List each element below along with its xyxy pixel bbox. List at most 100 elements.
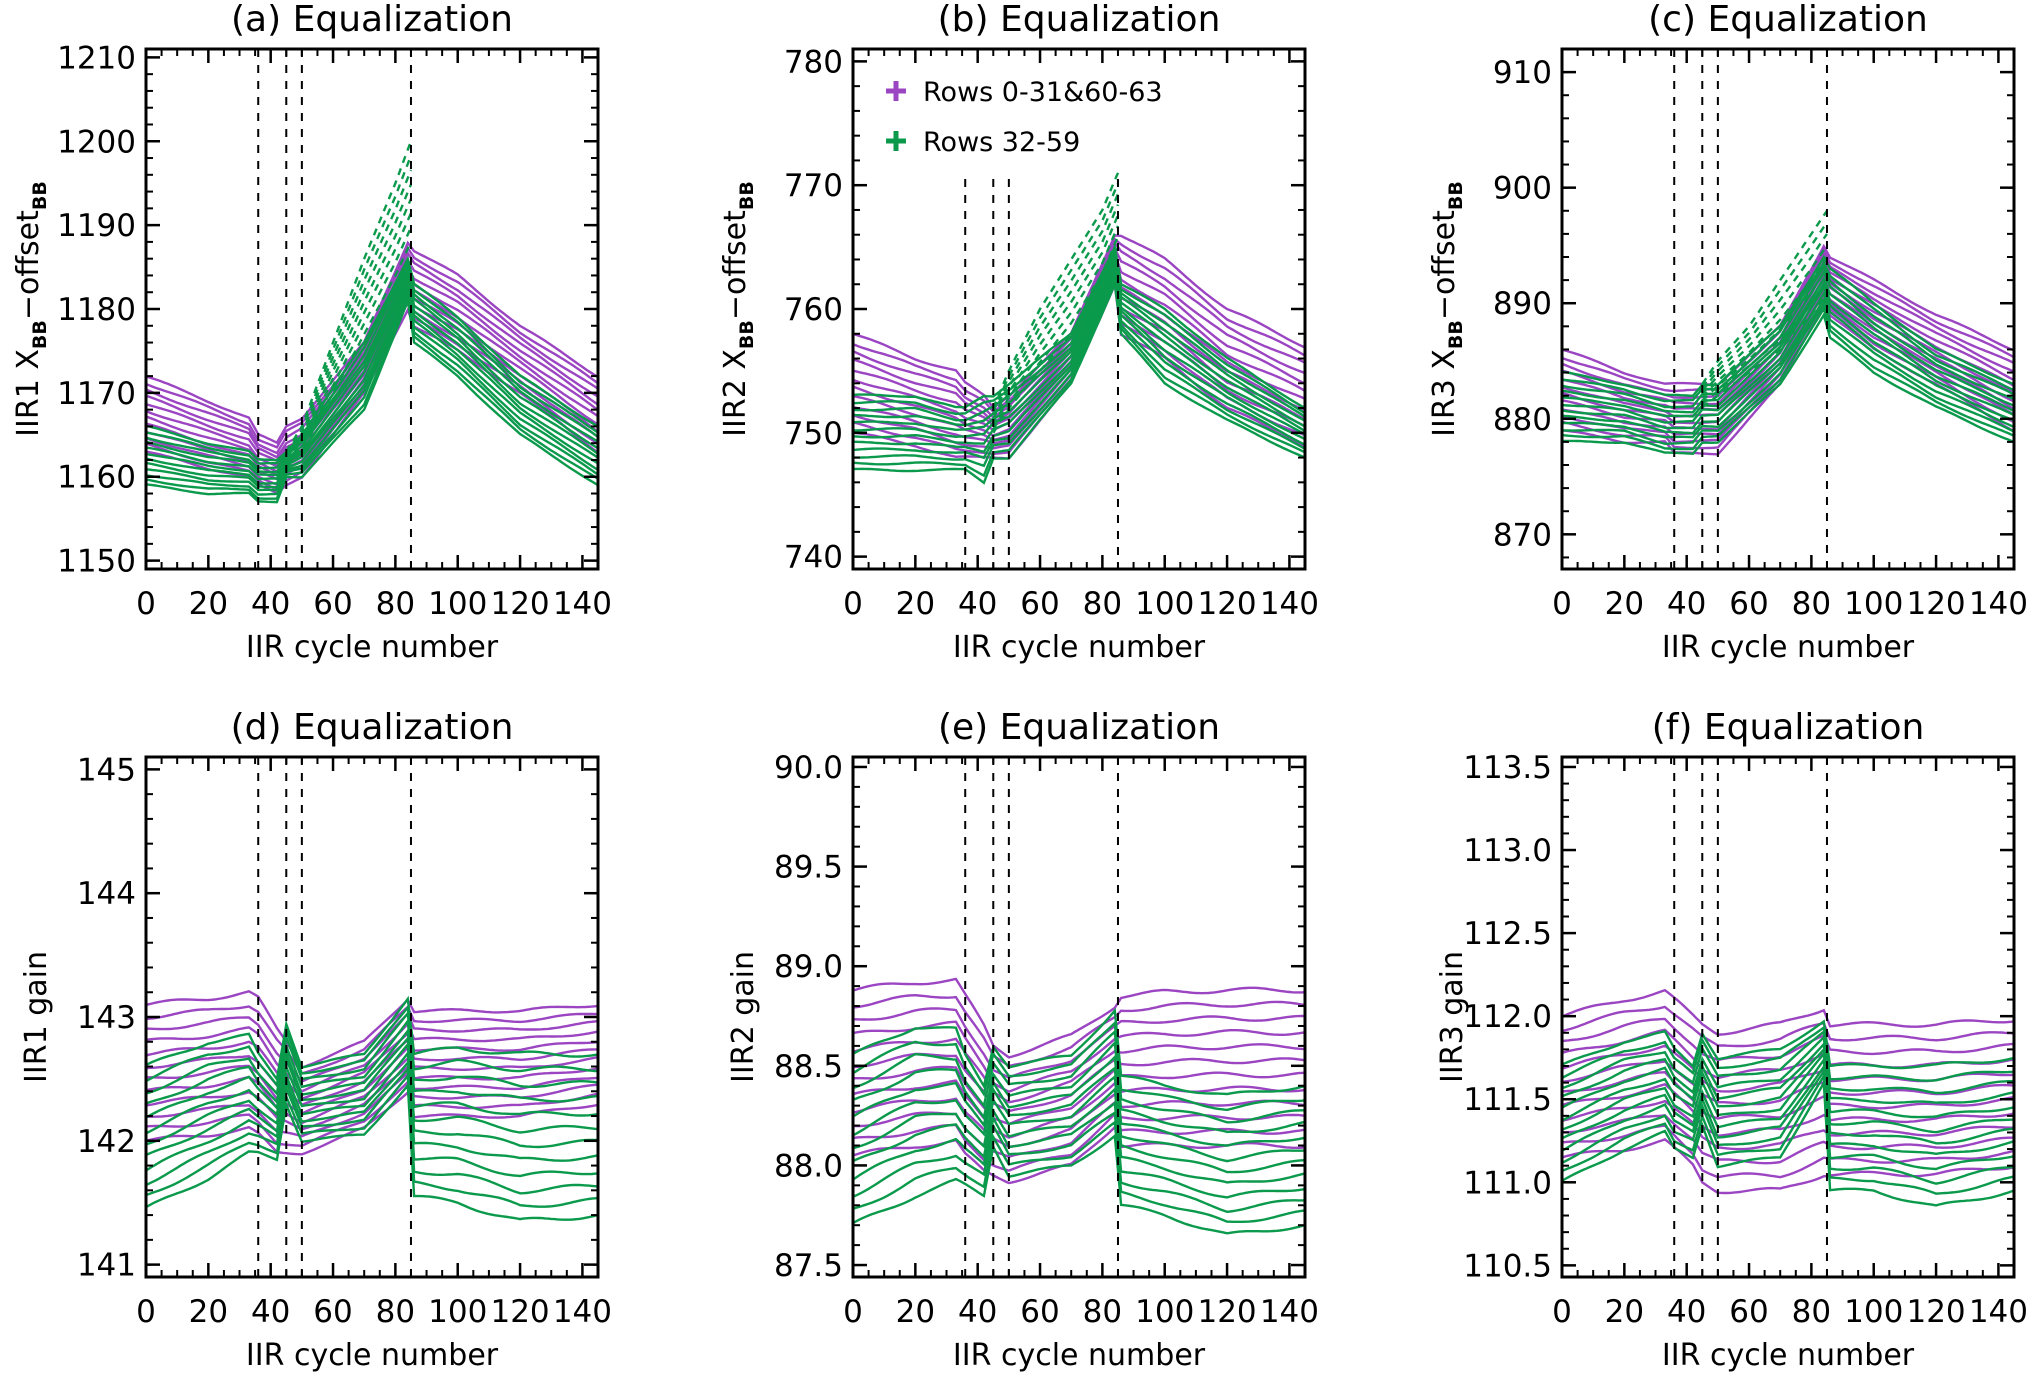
- series-line-green: [1562, 1050, 2014, 1145]
- x-tick-label: 20: [896, 586, 935, 622]
- y-tick-label: 111.5: [1463, 1082, 1552, 1118]
- series-line-purple: [853, 1100, 1305, 1158]
- series-line-purple: [146, 990, 598, 1070]
- series-line-green: [853, 1074, 1305, 1174]
- x-tick-label: 120: [490, 1294, 549, 1330]
- plot-frame: [144, 47, 600, 571]
- series-line-green: [1562, 301, 2014, 446]
- series-line-green: [1562, 297, 2014, 439]
- plot-frame: [1560, 755, 2016, 1279]
- x-tick-label: 60: [1020, 1294, 1059, 1330]
- panel-e: (e) Equalization 0 20 40 60 80 100 120 140 87.5 88…: [726, 707, 1319, 1373]
- series-line-green: [1562, 290, 2014, 435]
- y-axis-label-text: −offset: [1427, 210, 1462, 320]
- panel-f: (f) Equalization 0 20 40 60 80 100 120 140 110.5 1…: [1435, 707, 2028, 1373]
- series-line-green: [1562, 312, 2014, 456]
- series-line-green-dashed: [992, 182, 1120, 413]
- series-line-green: [1562, 1046, 2014, 1134]
- panel-c: (c) Equalization 0 20 40 60 80 100 120 140 870 880…: [1427, 0, 2028, 665]
- legend-plus-marker-icon: [886, 81, 906, 101]
- panel-title: (d) Equalization: [231, 707, 514, 748]
- series-line-green: [146, 281, 598, 489]
- series-line-purple: [146, 1090, 598, 1156]
- legend-plus-marker-icon: [886, 131, 906, 151]
- y-tick-label: 760: [784, 292, 843, 328]
- x-axis-label: IIR cycle number: [1662, 630, 1915, 665]
- panel-title: (f) Equalization: [1652, 707, 1925, 748]
- y-tick-label: 145: [77, 752, 136, 788]
- y-tick-label: 900: [1493, 171, 1552, 207]
- series-line-green: [146, 262, 598, 470]
- series-line-green: [1562, 1025, 2014, 1082]
- series-line-green: [1562, 1034, 2014, 1104]
- x-tick-label: 60: [1020, 586, 1059, 622]
- panel-title: (a) Equalization: [231, 0, 513, 40]
- series-line-green: [146, 1072, 598, 1208]
- y-tick-label: 112.5: [1463, 916, 1552, 952]
- x-tick-label: 60: [313, 586, 352, 622]
- x-tick-label: 40: [251, 586, 290, 622]
- series-line-green: [853, 1110, 1305, 1214]
- y-tick-label: 88.5: [774, 1049, 843, 1085]
- series-line-purple: [1562, 1138, 2014, 1195]
- x-tick-label: 80: [1083, 1294, 1122, 1330]
- y-tick-label: 890: [1493, 286, 1552, 322]
- series-line-green-dashed: [285, 212, 413, 465]
- y-axis-label: IIR2 gain: [726, 951, 761, 1083]
- y-axis-label-subscript: BB: [1445, 181, 1467, 210]
- y-tick-label: 110.5: [1463, 1248, 1552, 1284]
- y-axis-label-subscript: BB: [1445, 320, 1467, 349]
- series-line-purple: [853, 977, 1305, 1059]
- y-axis-label: IIR3 XBB−offsetBB: [1427, 181, 1467, 437]
- y-tick-label: 1150: [57, 544, 136, 580]
- series-line-green: [853, 1100, 1305, 1199]
- y-tick-label: 1160: [57, 460, 136, 496]
- y-axis-label-text: IIR1 gain: [19, 951, 54, 1083]
- series-line-green: [146, 259, 598, 465]
- series-line-green-dashed: [992, 246, 1120, 434]
- y-tick-label: 1200: [57, 124, 136, 160]
- series-line-green: [853, 1020, 1305, 1112]
- series-line-purple: [1562, 1005, 2014, 1048]
- series-line-green: [146, 995, 598, 1083]
- legend-entry: Rows 0-31&60-63: [886, 77, 1163, 108]
- x-tick-label: 0: [843, 586, 863, 622]
- series-line-green-dashed: [285, 140, 413, 453]
- x-tick-label: 140: [1969, 1294, 2028, 1330]
- x-tick-label: 40: [251, 1294, 290, 1330]
- panel-d: (d) Equalization 0 20 40 60 80 100 120 140 141 142…: [19, 707, 612, 1373]
- y-axis-label: IIR3 gain: [1435, 951, 1470, 1083]
- x-tick-label: 60: [1729, 586, 1768, 622]
- panel-b: (b) Equalization 0 20 40 60 80 100 120 140 740 750…: [718, 0, 1319, 665]
- series-line-green: [146, 1059, 598, 1178]
- series-line-green: [853, 256, 1305, 432]
- x-tick-label: 20: [1605, 1294, 1644, 1330]
- series-line-purple: [853, 234, 1305, 410]
- series-line-purple: [146, 1079, 598, 1148]
- plot-area: [853, 977, 1305, 1235]
- y-tick-label: 142: [77, 1124, 136, 1160]
- x-tick-label: 20: [1605, 586, 1644, 622]
- series-line-green: [853, 273, 1305, 468]
- x-tick-label: 140: [553, 586, 612, 622]
- plot-area: [146, 140, 598, 504]
- series-line-green-dashed: [285, 183, 413, 460]
- series-line-green-dashed: [1701, 267, 1828, 402]
- series-line-green: [1562, 1019, 2014, 1070]
- x-tick-label: 40: [958, 1294, 997, 1330]
- series-line-green: [1562, 1072, 2014, 1195]
- panel-a: (a) Equalization 0 20 40 60 80 100 120 140 1150 11…: [11, 0, 612, 665]
- series-line-green-dashed: [992, 204, 1120, 420]
- y-axis-label-text: IIR2 X: [718, 349, 753, 437]
- y-tick-label: 113.5: [1463, 750, 1552, 786]
- series-line-purple: [1562, 1017, 2014, 1062]
- plot-frame: [1560, 47, 2016, 571]
- series-line-green: [1562, 1041, 2014, 1119]
- y-axis-label-text: IIR3 gain: [1435, 951, 1470, 1083]
- series-line-green: [146, 270, 598, 477]
- series-line-green: [146, 1017, 598, 1105]
- series-line-green: [146, 296, 598, 504]
- y-tick-label: 141: [77, 1248, 136, 1284]
- plot-area: [853, 172, 1305, 485]
- series-line-green-dashed: [1701, 291, 1828, 409]
